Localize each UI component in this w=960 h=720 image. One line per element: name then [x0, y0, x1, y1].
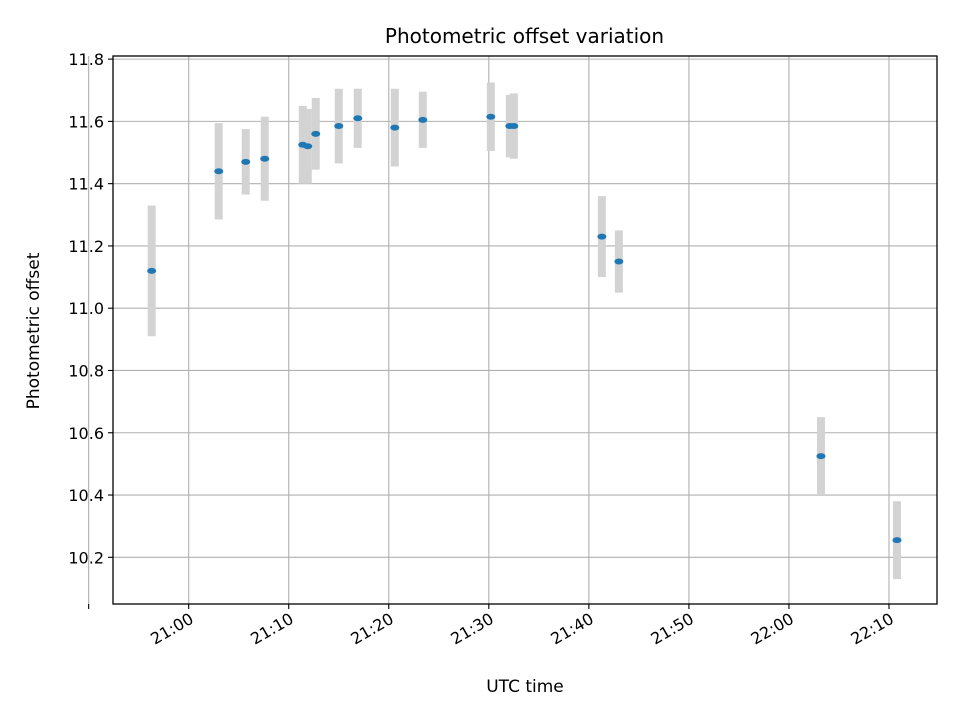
data-point: [311, 130, 321, 137]
data-point: [418, 116, 428, 123]
data-point: [816, 453, 826, 460]
y-tick-label: 11.4: [68, 175, 104, 194]
data-point: [241, 158, 251, 165]
y-axis: 10.2 10.4 10.6 10.8 11.0 11.2 11.4 11.6 11.8: [68, 50, 113, 567]
y-tick-label: 11.0: [68, 299, 104, 318]
data-point: [334, 123, 344, 130]
data-point: [486, 113, 496, 120]
y-tick-label: 10.6: [68, 424, 104, 443]
y-tick-label: 11.2: [68, 237, 104, 256]
grid: [88, 56, 937, 604]
y-axis-label: Photometric offset: [24, 252, 44, 409]
data-point: [597, 233, 607, 240]
data-point: [614, 258, 624, 265]
x-axis-label: UTC time: [486, 677, 564, 697]
data-point: [303, 143, 313, 150]
y-tick-label: 10.4: [68, 486, 104, 505]
data-point: [147, 267, 157, 274]
data-point: [353, 115, 363, 122]
data-point: [892, 537, 902, 544]
y-tick-label: 11.8: [68, 50, 104, 69]
y-tick-label: 10.2: [68, 548, 104, 567]
data-points: [147, 113, 902, 544]
data-point: [390, 124, 400, 131]
chart-title: Photometric offset variation: [385, 24, 664, 48]
plot-frame: [112, 55, 938, 605]
data-point: [214, 168, 224, 175]
data-point: [509, 123, 519, 130]
y-tick-label: 10.8: [68, 361, 104, 380]
data-point: [260, 155, 270, 162]
y-tick-label: 11.6: [68, 112, 104, 131]
